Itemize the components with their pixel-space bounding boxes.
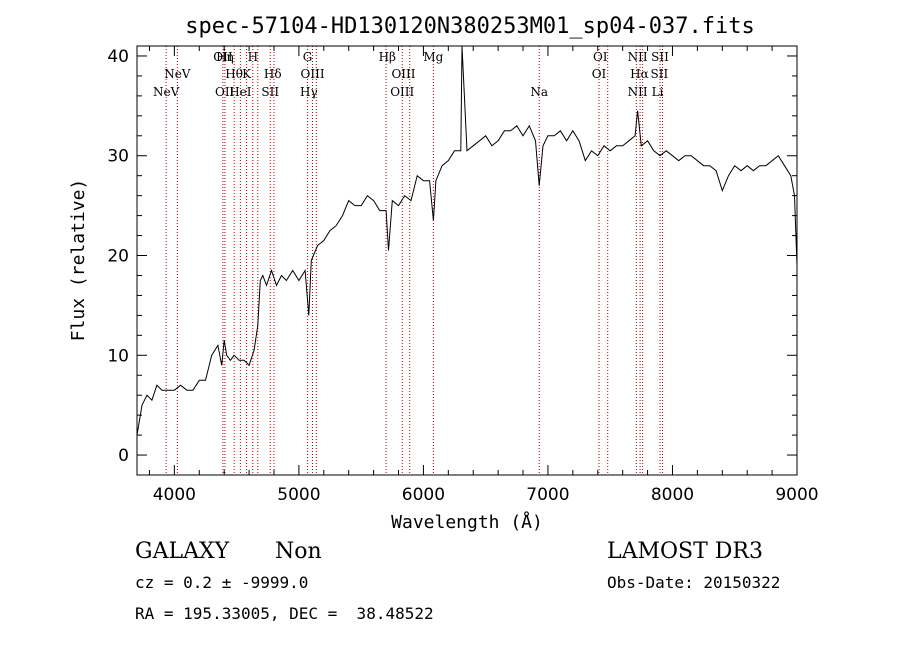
x-axis-label: Wavelength (Å) [391,511,543,533]
x-tick-label: 8000 [651,485,694,505]
line-label: Hα [630,67,649,81]
y-axis-label: Flux (relative) [68,179,89,342]
line-label: Li [652,85,664,99]
plot-frame [136,45,798,476]
y-tick-label: 20 [107,247,129,267]
line-label: Hθ [225,67,243,81]
line-label: OIII [301,67,325,81]
line-label: HeI [229,85,252,99]
line-label: H [248,50,258,64]
x-axis: 4000 5000 6000 7000 8000 9000 [148,46,819,505]
x-tick-label: 6000 [402,485,445,505]
line-label: Hδ [264,67,282,81]
observation-date: Obs-Date: 20150322 [607,573,781,592]
line-markers [165,46,664,475]
survey-name: LAMOST DR3 [607,539,763,564]
chart-title: spec-57104-HD130120N380253M01_sp04-037.f… [185,14,755,39]
line-label: K [242,67,252,81]
line-label: NII [628,50,648,64]
line-label: Na [530,85,548,99]
object-class: GALAXY [135,539,230,564]
line-label: SII [651,50,669,64]
line-label: OIII [390,85,414,99]
redshift-readout: cz = 0.2 ± -9999.0 [135,573,309,592]
line-label: OI [592,67,607,81]
line-label: NeV [164,67,191,81]
line-label: Hγ [300,85,318,99]
spectrum-line [136,45,798,436]
line-label: OIII [391,67,415,81]
line-label: G [303,50,313,64]
y-tick-label: 30 [107,147,129,167]
x-tick-label: 7000 [526,485,569,505]
line-label: OII [215,85,235,99]
line-label: OII [213,50,233,64]
y-tick-label: 40 [107,47,129,67]
coordinates-readout: RA = 195.33005, DEC = 38.48522 [135,604,434,623]
y-tick-label: 0 [118,446,129,466]
x-tick-label: 9000 [775,485,818,505]
y-axis: 0 10 20 30 40 [107,47,797,466]
y-tick-label: 10 [107,346,129,366]
x-tick-label: 5000 [277,485,320,505]
line-label: OI [593,50,608,64]
line-label: NII [628,85,648,99]
object-subclass: Non [275,539,322,564]
line-label: Hη [216,50,234,64]
line-label: SII [651,67,669,81]
line-label: NeV [153,85,180,99]
line-label: Hβ [379,50,396,64]
line-label: Mg [423,50,443,64]
line-label: SII [261,85,279,99]
x-tick-label: 4000 [153,485,196,505]
